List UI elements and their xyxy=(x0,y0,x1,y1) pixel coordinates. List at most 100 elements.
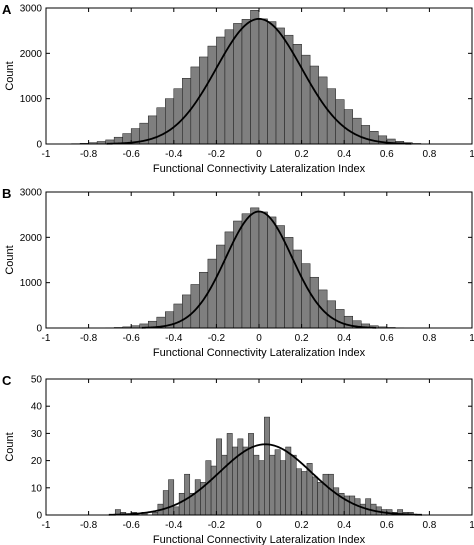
histogram-bar xyxy=(173,303,183,329)
x-tick-label: 0 xyxy=(256,333,262,344)
histogram-bar xyxy=(318,76,328,145)
histogram-bar xyxy=(365,498,372,516)
x-tick-label: -1 xyxy=(42,149,51,160)
histogram-bar xyxy=(199,56,209,145)
y-tick-label: 2000 xyxy=(20,233,43,244)
y-tick-label: 3000 xyxy=(20,4,43,15)
histogram-bar xyxy=(301,54,311,145)
histogram-bar xyxy=(221,454,228,516)
x-tick-label: -0.2 xyxy=(208,149,226,160)
y-tick-label: 50 xyxy=(31,375,43,386)
histogram-bar xyxy=(233,220,243,329)
x-tick-label: 1 xyxy=(469,333,474,344)
histogram-bar xyxy=(349,495,356,516)
histogram-bar xyxy=(156,107,166,145)
x-axis-label: Functional Connectivity Lateralization I… xyxy=(153,534,366,545)
x-tick-label: 0.8 xyxy=(422,333,436,344)
x-tick-label: 0.4 xyxy=(337,520,351,531)
histogram-bar xyxy=(322,473,329,516)
x-axis-label: Functional Connectivity Lateralization I… xyxy=(153,347,366,359)
histogram-bar xyxy=(210,465,217,516)
x-tick-label: -0.8 xyxy=(80,149,98,160)
histogram-bar xyxy=(173,88,183,145)
x-tick-label: 0.6 xyxy=(380,333,394,344)
x-tick-label: 0.8 xyxy=(422,520,436,531)
histogram-bar xyxy=(285,446,292,516)
histogram-bar xyxy=(216,36,226,145)
histogram-bar xyxy=(309,65,319,145)
y-axis-label: Count xyxy=(4,61,16,90)
histogram-bar xyxy=(207,45,217,145)
x-tick-label: -0.2 xyxy=(208,520,226,531)
histogram-bar xyxy=(190,66,200,145)
x-tick-label: -0.6 xyxy=(123,333,141,344)
histogram-bar xyxy=(250,10,260,145)
fit-curve xyxy=(141,210,377,329)
x-tick-label: 0 xyxy=(256,520,262,531)
chart-panel-c: -1 -0.8 -0.6 -0.4 -0.2 0 0.2 0.4 0.6 0.8 101020304… xyxy=(2,373,474,545)
x-tick-label: 1 xyxy=(469,149,474,160)
histogram-bar xyxy=(258,18,268,145)
histogram-bar xyxy=(258,460,265,516)
x-tick-label: 0.4 xyxy=(337,149,351,160)
histogram-bar xyxy=(182,294,192,329)
y-tick-label: 40 xyxy=(31,402,43,413)
histogram-bar xyxy=(326,88,336,145)
x-tick-label: 0.4 xyxy=(337,333,351,344)
histogram-bar xyxy=(274,449,281,516)
x-tick-label: 0.2 xyxy=(295,333,309,344)
y-tick-label: 10 xyxy=(31,483,43,494)
x-tick-label: -1 xyxy=(42,333,51,344)
x-tick-label: 0.2 xyxy=(295,149,309,160)
histogram-bar xyxy=(264,416,270,516)
x-tick-label: 0.2 xyxy=(295,520,309,531)
x-tick-label: -1 xyxy=(42,520,51,531)
y-tick-label: 0 xyxy=(36,324,42,335)
histogram-bar xyxy=(241,213,251,329)
histogram-bar xyxy=(267,216,277,329)
x-tick-label: 0.6 xyxy=(380,149,394,160)
x-tick-label: 0.8 xyxy=(422,149,436,160)
histogram-bar xyxy=(360,125,371,145)
y-tick-label: 0 xyxy=(36,140,42,151)
histogram-bar xyxy=(301,263,311,329)
fit-curve xyxy=(106,17,412,145)
histogram-bar xyxy=(173,506,180,516)
y-tick-label: 30 xyxy=(31,429,43,440)
histogram-bar xyxy=(312,476,318,516)
x-tick-label: -0.6 xyxy=(123,149,141,160)
x-tick-label: -0.4 xyxy=(165,520,183,531)
histogram-bar xyxy=(207,258,217,329)
histogram-bar xyxy=(248,433,254,516)
x-tick-label: -0.8 xyxy=(80,520,98,531)
x-tick-label: -0.4 xyxy=(165,333,183,344)
histogram-bar xyxy=(335,309,345,329)
histogram-bar xyxy=(184,473,191,516)
x-tick-label: 0.6 xyxy=(380,520,394,531)
histogram-bar xyxy=(250,207,260,329)
panel-letter: B xyxy=(2,186,11,201)
x-tick-label: -0.4 xyxy=(165,149,183,160)
histogram-bar xyxy=(267,21,277,145)
x-tick-label: 0 xyxy=(256,149,262,160)
x-tick-label: 1 xyxy=(469,520,474,531)
y-axis-label: Count xyxy=(4,245,16,274)
x-tick-label: -0.6 xyxy=(123,520,141,531)
histogram-bar xyxy=(205,460,212,516)
histogram-bar xyxy=(258,211,268,329)
histogram-bar xyxy=(343,109,353,145)
chart-panel-a: -1 -0.8 -0.6 -0.4 -0.2 0 0.2 0.4 0.6 0.8 1 0 1000 200… xyxy=(2,2,474,175)
histogram-bar xyxy=(275,27,285,145)
histogram-bar xyxy=(194,479,201,516)
histogram-bar xyxy=(253,454,260,516)
y-axis-label: Count xyxy=(4,432,16,461)
y-tick-label: 1000 xyxy=(20,278,43,289)
y-tick-label: 20 xyxy=(31,456,43,467)
histogram-bar xyxy=(327,473,334,516)
histogram-bar xyxy=(241,19,251,145)
histogram-bar xyxy=(296,468,302,516)
x-axis-label: Functional Connectivity Lateralization I… xyxy=(153,163,366,175)
y-tick-label: 1000 xyxy=(20,94,43,105)
y-tick-label: 2000 xyxy=(20,49,43,60)
